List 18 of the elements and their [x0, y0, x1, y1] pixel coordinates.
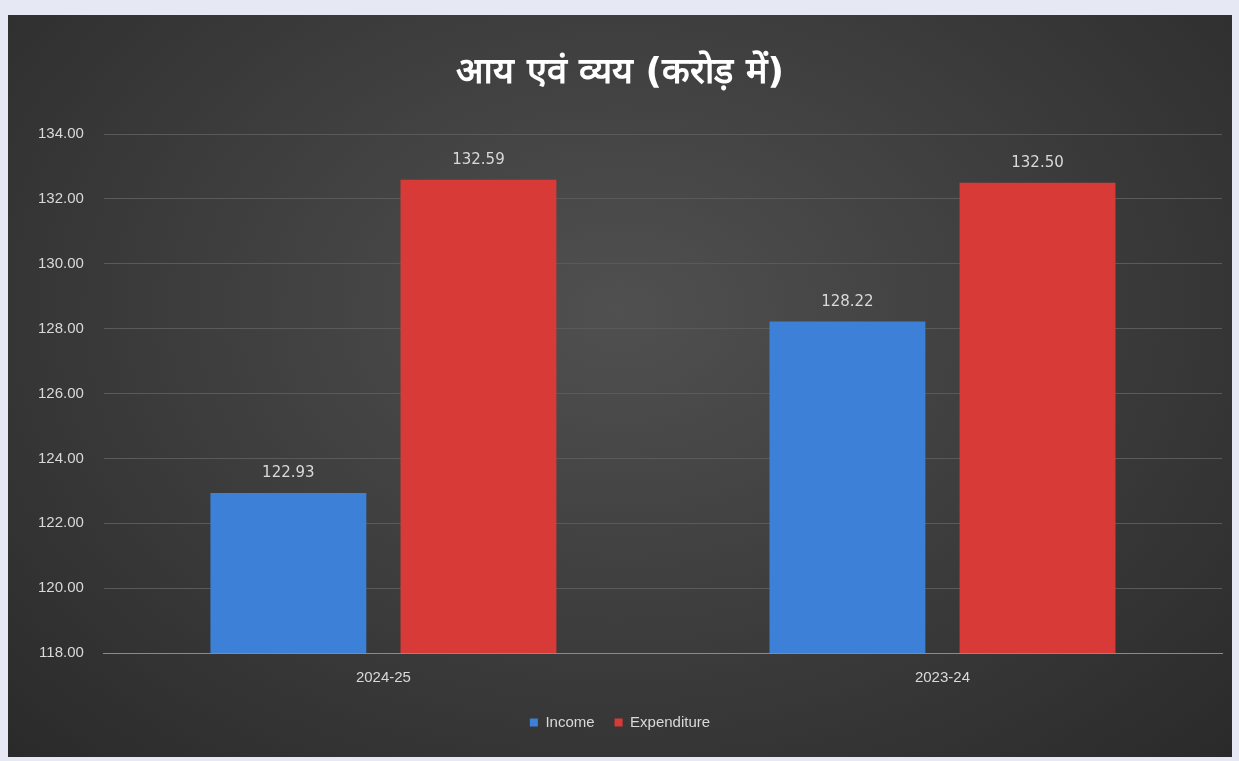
y-tick-label: 130.00 — [37, 253, 84, 271]
chart-title: आय एवं व्यय (करोड़ में) — [454, 49, 785, 93]
y-tick-label: 128.00 — [37, 318, 84, 336]
y-tick-label: 132.00 — [37, 189, 84, 207]
legend-label: Expenditure — [630, 712, 711, 730]
y-tick-label: 118.00 — [39, 643, 84, 661]
y-tick-label: 134.00 — [37, 124, 84, 142]
x-tick-label: 2024-25 — [355, 668, 411, 686]
y-tick-label: 120.00 — [37, 578, 84, 596]
y-tick-label: 122.00 — [37, 513, 84, 531]
data-label: 132.50 — [1011, 153, 1064, 172]
data-label: 132.59 — [452, 150, 505, 169]
legend-label: Income — [545, 712, 595, 730]
data-label: 122.93 — [262, 463, 315, 482]
x-tick-label: 2023-24 — [914, 668, 970, 686]
y-tick-label: 126.00 — [37, 383, 84, 401]
y-tick-label: 124.00 — [37, 448, 84, 466]
data-label: 128.22 — [821, 291, 874, 310]
